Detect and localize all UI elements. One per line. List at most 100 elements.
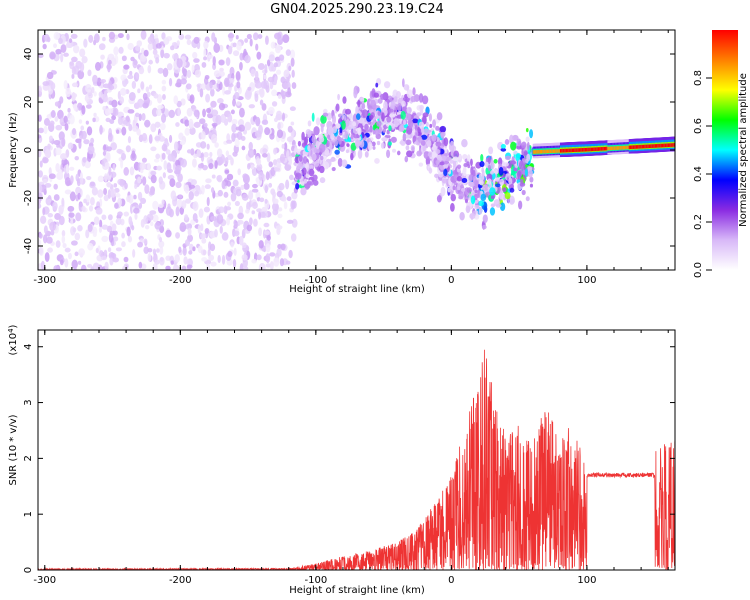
spectrogram-cell: [435, 149, 441, 154]
spectrogram-cell: [504, 139, 510, 145]
spectrogram-cell: [268, 106, 275, 115]
spectrogram-cell: [371, 141, 376, 147]
spectrogram-cell: [154, 259, 160, 265]
spectrogram-cell: [103, 173, 108, 182]
spectrogram-cell: [99, 219, 103, 228]
spectrogram-cell: [196, 149, 201, 157]
spectrogram-cell: [268, 54, 275, 62]
spectrogram-cell: [176, 199, 183, 209]
spectrogram-cell: [148, 59, 153, 65]
spectrogram-cell: [210, 216, 217, 222]
spectrogram-cell: [38, 197, 41, 206]
spectrogram-cell: [102, 36, 106, 42]
spectrogram-cell: [273, 257, 280, 263]
spectrogram-cell: [221, 180, 226, 190]
spectrogram-cell: [163, 52, 170, 59]
spectrogram-cell: [165, 206, 173, 216]
spectrogram-cell: [38, 232, 43, 239]
snr-series-line: [38, 349, 675, 570]
spectrogram-cell: [53, 194, 60, 201]
spectrogram-cell: [285, 260, 291, 265]
spectrogram-cell: [189, 94, 195, 104]
snr-ytick-label: 3: [23, 399, 34, 405]
spectrogram-cell: [435, 141, 442, 147]
spectrogram-cell: [105, 117, 111, 123]
spectrogram-cell: [482, 184, 489, 192]
spectrogram-cell: [191, 64, 195, 73]
colorbar-tick-label: 0.2: [693, 214, 704, 230]
spectrogram-cell: [178, 194, 183, 199]
spectrogram-cell: [270, 41, 276, 49]
spectrogram-cell: [260, 81, 268, 89]
spectrogram-cell: [417, 135, 423, 143]
spectrogram-cell: [478, 207, 483, 215]
spectrogram-cell: [163, 37, 170, 45]
spectrogram-cell: [182, 246, 187, 256]
spectrogram-cell: [236, 131, 243, 140]
spectrogram-xtick-label: 100: [577, 275, 596, 286]
spectrogram-cell: [255, 158, 262, 166]
spectrogram-cell: [276, 110, 282, 118]
spectrogram-cell: [265, 253, 271, 264]
spectrogram-cell: [418, 121, 425, 129]
spectrogram-cell: [163, 160, 168, 171]
spectrogram-cell: [38, 127, 45, 134]
spectrogram-cell: [61, 137, 66, 147]
spectrogram-cell: [100, 255, 107, 261]
spectrogram-cell: [290, 200, 296, 210]
spectrogram-cell: [479, 160, 485, 168]
spectrogram-cell: [203, 122, 208, 128]
spectrogram-cell: [77, 225, 83, 232]
spectrogram-cell: [109, 257, 114, 266]
spectrogram-cell: [154, 121, 161, 128]
spectrogram-cell: [319, 143, 326, 153]
spectrogram-cell: [96, 77, 102, 87]
spectrogram-cell: [257, 62, 265, 71]
spectrogram-cell: [65, 87, 72, 98]
spectrogram-cell: [185, 83, 192, 90]
spectrogram-cell: [341, 120, 346, 130]
spectrogram-cell: [510, 141, 517, 151]
spectrogram-xtick-label: -200: [169, 275, 192, 286]
spectrogram-cell: [173, 42, 178, 49]
spectrogram-cell: [329, 158, 336, 163]
spectrogram-cell: [162, 67, 169, 78]
spectrogram-cell: [107, 247, 112, 253]
spectrogram-cell: [244, 121, 252, 131]
spectrogram-cell: [474, 199, 479, 204]
spectrogram-cell: [318, 136, 325, 143]
spectrogram-cell: [175, 232, 181, 239]
spectrogram-cell: [95, 247, 99, 254]
spectrogram-cell: [147, 36, 154, 45]
spectrogram-cell: [286, 136, 294, 143]
spectrogram-cell: [254, 93, 259, 103]
spectrogram-cell: [337, 136, 342, 145]
spectrogram-cell: [277, 243, 282, 250]
spectrogram-cell: [210, 134, 218, 144]
spectrogram-cell: [98, 226, 103, 233]
spectrogram-cell: [176, 78, 182, 88]
spectrogram-cell: [449, 159, 454, 164]
spectrogram-cell: [404, 155, 409, 163]
spectrogram-cell: [265, 243, 271, 253]
spectrogram-cell: [315, 140, 320, 150]
spectrogram-cell: [60, 52, 64, 63]
spectrogram-cell: [390, 136, 397, 143]
spectrogram-cell: [122, 120, 128, 125]
spectrogram-cell: [65, 163, 69, 174]
spectrogram-cell: [150, 221, 154, 227]
spectrogram-cell: [508, 177, 513, 185]
spectrogram-cell: [199, 88, 204, 98]
spectrogram-cell: [280, 243, 286, 251]
spectrogram-cell: [172, 53, 179, 60]
colorbar-label: Normalized spectral amplitude: [738, 73, 749, 227]
spectrogram-cell: [499, 202, 506, 212]
spectrogram-cell: [283, 142, 288, 152]
spectrogram-cell: [44, 252, 50, 262]
spectrogram-cell: [241, 254, 248, 261]
spectrogram-cell: [71, 127, 77, 136]
spectrogram-ytick-label: 0: [23, 147, 34, 153]
spectrogram-cell: [43, 225, 48, 234]
spectrogram-cell: [226, 217, 231, 226]
spectrogram-cell: [62, 242, 67, 249]
